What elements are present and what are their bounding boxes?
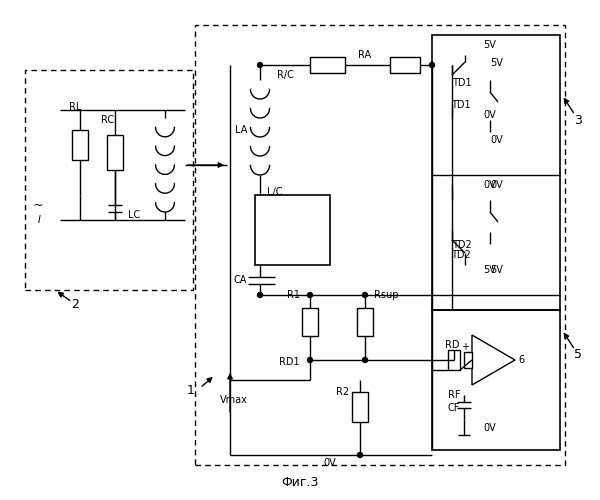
Text: 3: 3 <box>574 114 582 126</box>
Text: TD2: TD2 <box>452 240 472 250</box>
Bar <box>357 308 373 336</box>
Text: L/C: L/C <box>267 187 283 197</box>
Text: 0V: 0V <box>484 180 496 190</box>
Text: 5: 5 <box>574 348 582 362</box>
Text: RC: RC <box>101 115 115 125</box>
Circle shape <box>358 452 362 458</box>
Circle shape <box>362 292 367 298</box>
Bar <box>390 57 420 73</box>
Text: 5V: 5V <box>484 40 496 50</box>
Polygon shape <box>472 335 515 385</box>
Text: LA: LA <box>235 125 247 135</box>
Text: R/C: R/C <box>277 70 293 80</box>
Bar <box>72 130 88 160</box>
Bar <box>107 135 123 170</box>
Text: 5V: 5V <box>491 265 503 275</box>
Bar <box>302 308 318 336</box>
Text: CA: CA <box>233 275 247 285</box>
Circle shape <box>308 358 313 362</box>
Text: RF: RF <box>448 390 461 400</box>
Bar <box>352 392 368 422</box>
Bar <box>25 70 193 290</box>
Circle shape <box>257 62 263 68</box>
Text: RD: RD <box>445 340 460 350</box>
Circle shape <box>308 292 313 298</box>
Bar <box>310 57 345 73</box>
Text: 1: 1 <box>187 384 195 396</box>
Bar <box>448 350 460 370</box>
Text: 0V: 0V <box>484 423 496 433</box>
Text: Фиг.3: Фиг.3 <box>281 476 319 490</box>
Text: 6: 6 <box>518 355 524 365</box>
Text: Rsup: Rsup <box>374 290 398 300</box>
Text: TD2: TD2 <box>451 250 471 260</box>
Text: I: I <box>38 215 41 225</box>
Text: LC: LC <box>128 210 140 220</box>
Bar <box>432 35 560 310</box>
Text: +: + <box>461 342 469 352</box>
Text: R2: R2 <box>336 387 349 397</box>
Text: TD1: TD1 <box>451 100 470 110</box>
Text: R1: R1 <box>287 290 300 300</box>
Bar <box>195 25 565 465</box>
Text: 0V: 0V <box>491 180 503 190</box>
Text: RD1: RD1 <box>280 357 300 367</box>
Circle shape <box>257 292 263 298</box>
Text: RL: RL <box>69 102 81 112</box>
Text: ~: ~ <box>33 198 43 211</box>
Text: TD1: TD1 <box>452 78 472 88</box>
Circle shape <box>430 62 434 68</box>
Text: 5V: 5V <box>491 58 503 68</box>
Text: -: - <box>466 363 469 373</box>
Text: 5V: 5V <box>484 265 496 275</box>
Bar <box>255 195 330 265</box>
Text: 2: 2 <box>71 298 79 312</box>
Bar <box>432 310 560 450</box>
Bar <box>464 352 472 368</box>
Text: 0V: 0V <box>323 458 337 468</box>
Text: RA: RA <box>358 50 371 60</box>
Text: Vmax: Vmax <box>220 395 248 405</box>
Text: 0V: 0V <box>484 110 496 120</box>
Text: 0V: 0V <box>491 135 503 145</box>
Text: CF: CF <box>448 403 460 413</box>
Circle shape <box>362 358 367 362</box>
